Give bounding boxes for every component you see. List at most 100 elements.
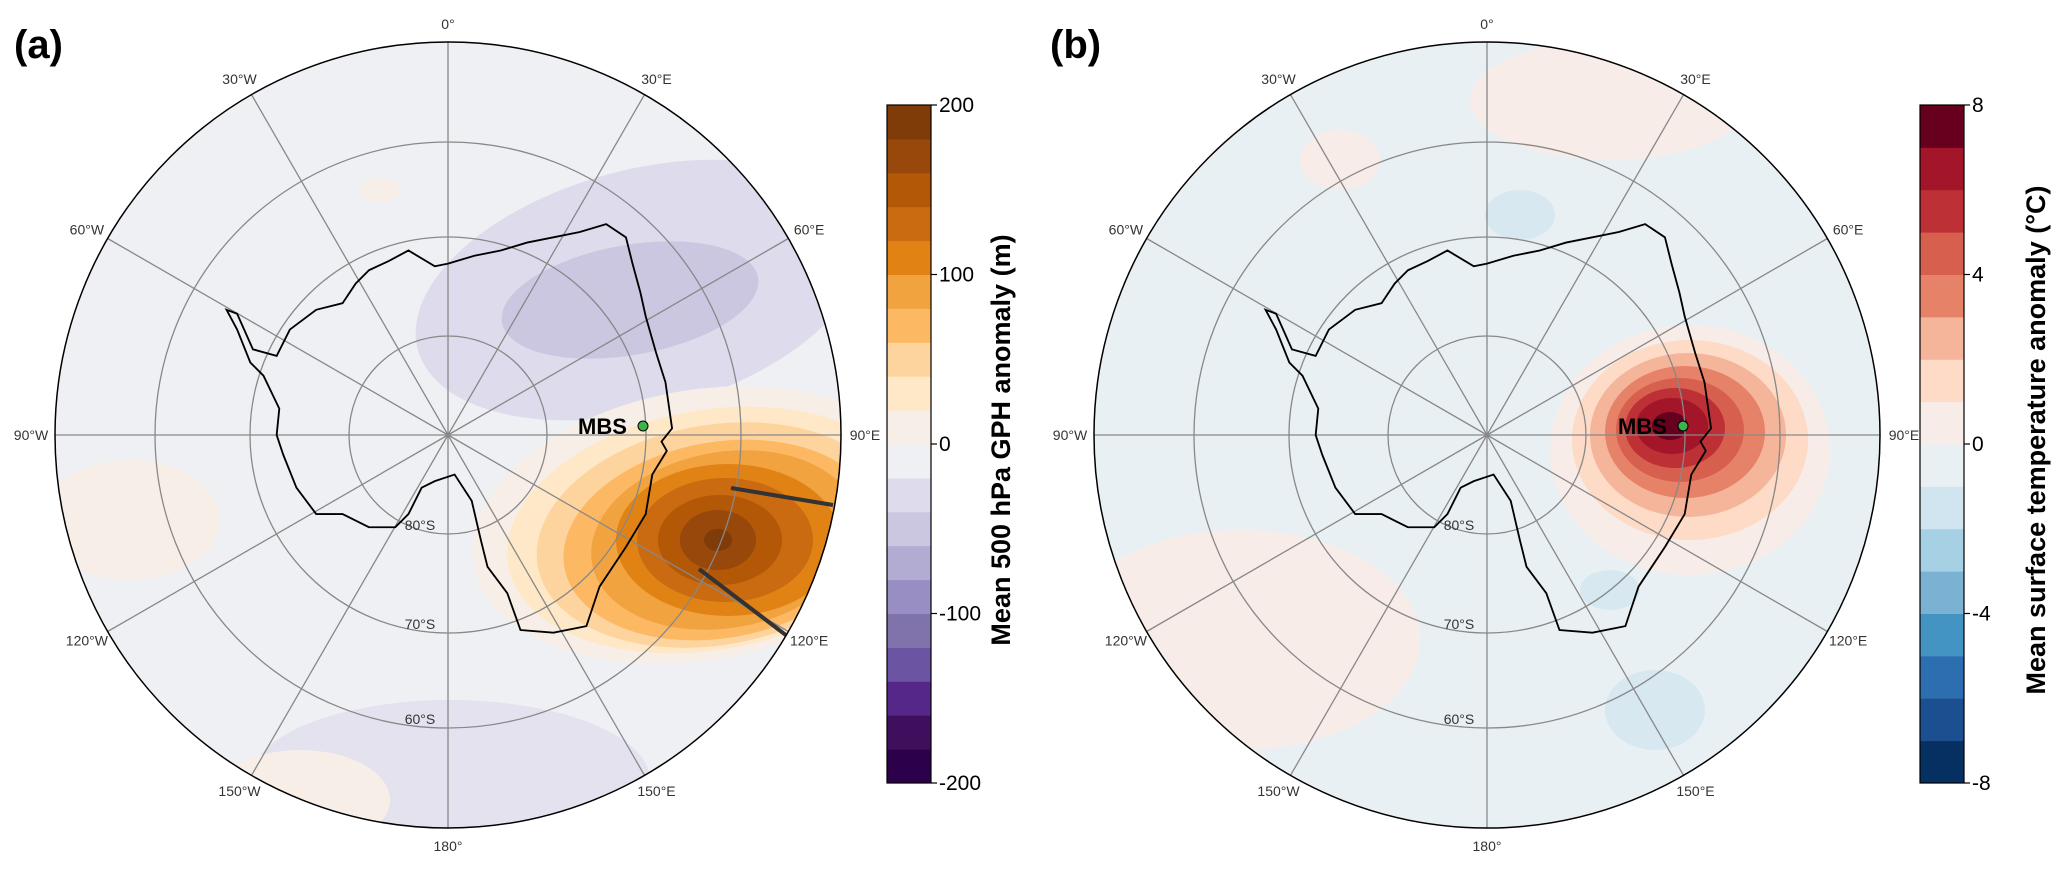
meridian-line xyxy=(1146,237,1488,436)
meridian-label: 120°E xyxy=(790,633,828,649)
station-label: MBS xyxy=(1618,414,1667,439)
graticule xyxy=(55,42,841,828)
colorbar-swatch xyxy=(887,613,931,648)
station-marker xyxy=(637,420,649,432)
colorbar-title: Mean 500 hPa GPH anomaly (m) xyxy=(986,234,1016,645)
station-label: MBS xyxy=(578,414,627,439)
meridian-label: 120°E xyxy=(1829,633,1867,649)
meridian-label: 60°W xyxy=(70,222,105,238)
colorbar-swatch xyxy=(887,444,931,479)
parallel-label: 80°S xyxy=(1444,517,1475,533)
colorbar-tick-label: -200 xyxy=(939,772,981,795)
colorbar-swatch xyxy=(887,240,931,275)
colorbar-swatch xyxy=(887,206,931,242)
colorbar-tick-label: -100 xyxy=(939,603,981,626)
colorbar-b: 8 4 0 -4 -8 xyxy=(1919,94,1991,795)
colorbar-swatch xyxy=(1920,698,1964,742)
colorbar-swatch xyxy=(1920,655,1964,699)
meridian-label: 0° xyxy=(441,16,454,32)
meridian-label: 120°W xyxy=(66,633,109,649)
antarctica-coastline xyxy=(224,223,674,634)
meridian-line xyxy=(1486,237,1828,436)
colorbar-tick-label: 200 xyxy=(939,94,974,117)
meridian-label: 0° xyxy=(1480,16,1493,32)
negative-anomaly-field xyxy=(1485,190,1705,750)
colorbar-title: Mean surface temperature anomaly (°C) xyxy=(2021,186,2051,695)
meridian-label: 180° xyxy=(434,838,463,854)
meridian-label: 150°E xyxy=(1676,783,1714,799)
colorbar-swatch xyxy=(887,715,931,750)
panel-a: (a) xyxy=(14,16,1016,854)
colorbar-swatch xyxy=(1920,359,1964,403)
colorbar-swatch xyxy=(887,172,931,208)
colorbar-a: 200 100 0 -100 -200 xyxy=(886,94,981,795)
parallel-label: 70°S xyxy=(405,616,436,632)
colorbar-swatch xyxy=(1920,486,1964,530)
meridian-line xyxy=(1146,434,1488,633)
graticule-labels: 0° 30°E 60°E 90°E 120°E 150°E 180° 150°W 120°W 90… xyxy=(1053,16,1919,854)
meridian-line xyxy=(447,237,789,436)
colorbar-swatch xyxy=(887,681,931,716)
colorbar-tick-label: -4 xyxy=(1972,603,1991,626)
colorbar-swatch xyxy=(887,511,931,547)
parallel-label: 70°S xyxy=(1444,616,1475,632)
colorbar-swatch xyxy=(887,749,931,784)
map-b xyxy=(1094,42,1880,828)
colorbar-swatch xyxy=(1920,105,1964,148)
meridian-line xyxy=(447,434,646,776)
antarctica-coastline xyxy=(1263,223,1713,634)
meridian-line xyxy=(1289,434,1488,776)
colorbar-swatch xyxy=(1920,401,1964,445)
meridian-label: 30°W xyxy=(1261,71,1296,87)
parallel-label: 80°S xyxy=(405,517,436,533)
colorbar-tick-label: 0 xyxy=(1972,433,1984,456)
panel-label: (b) xyxy=(1050,23,1101,67)
meridian-line xyxy=(447,434,789,633)
colorbar-swatch xyxy=(1920,571,1964,614)
colorbar-swatch xyxy=(1920,147,1964,191)
meridian-label: 60°E xyxy=(1833,222,1864,238)
colorbar-swatch xyxy=(887,308,931,343)
colorbar-swatch xyxy=(1920,316,1964,360)
colorbar-swatch xyxy=(1920,274,1964,318)
colorbar-swatch xyxy=(887,105,931,140)
colorbar-swatch xyxy=(887,342,931,377)
colorbar-swatch xyxy=(1920,613,1964,657)
region-boundary-line xyxy=(697,567,793,641)
colorbar-swatch xyxy=(887,579,931,614)
meridian-line xyxy=(250,94,449,436)
meridian-label: 60°W xyxy=(1109,222,1144,238)
meridian-label: 90°W xyxy=(1053,427,1088,443)
colorbar-swatch xyxy=(1920,444,1964,487)
meridian-label: 60°E xyxy=(794,222,825,238)
meridian-label: 90°E xyxy=(850,427,881,443)
colorbar-tick-label: -8 xyxy=(1972,772,1991,795)
meridian-label: 90°E xyxy=(1889,427,1920,443)
colorbar-tick-label: 0 xyxy=(939,433,951,456)
panel-b: (b) xyxy=(1050,16,2051,854)
graticule xyxy=(1094,42,1880,828)
meridian-label: 30°W xyxy=(222,71,257,87)
colorbar-swatch xyxy=(887,138,931,174)
meridian-label: 30°E xyxy=(641,71,672,87)
colorbar-tick-label: 8 xyxy=(1972,94,1984,117)
meridian-line xyxy=(250,434,449,776)
graticule-labels: 0° 30°E 60°E 90°E 120°E 150°E 180° 150°W 120°W 90… xyxy=(14,16,880,854)
colorbar-tick-label: 4 xyxy=(1972,264,1984,287)
colorbar-swatch xyxy=(887,477,931,513)
meridian-label: 180° xyxy=(1473,838,1502,854)
region-boundary-line xyxy=(730,486,834,507)
map-a xyxy=(55,42,841,828)
meridian-line xyxy=(1289,94,1488,436)
station-marker xyxy=(1677,420,1689,432)
colorbar-swatch xyxy=(887,545,931,581)
colorbar-swatch xyxy=(1920,232,1964,275)
colorbar-swatch xyxy=(1920,189,1964,233)
meridian-line xyxy=(1486,94,1685,436)
meridian-label: 120°W xyxy=(1105,633,1148,649)
colorbar-tick-label: 100 xyxy=(939,264,974,287)
colorbar-swatch xyxy=(887,274,931,309)
meridian-label: 30°E xyxy=(1680,71,1711,87)
meridian-label: 150°W xyxy=(1257,783,1300,799)
meridian-label: 150°W xyxy=(218,783,261,799)
